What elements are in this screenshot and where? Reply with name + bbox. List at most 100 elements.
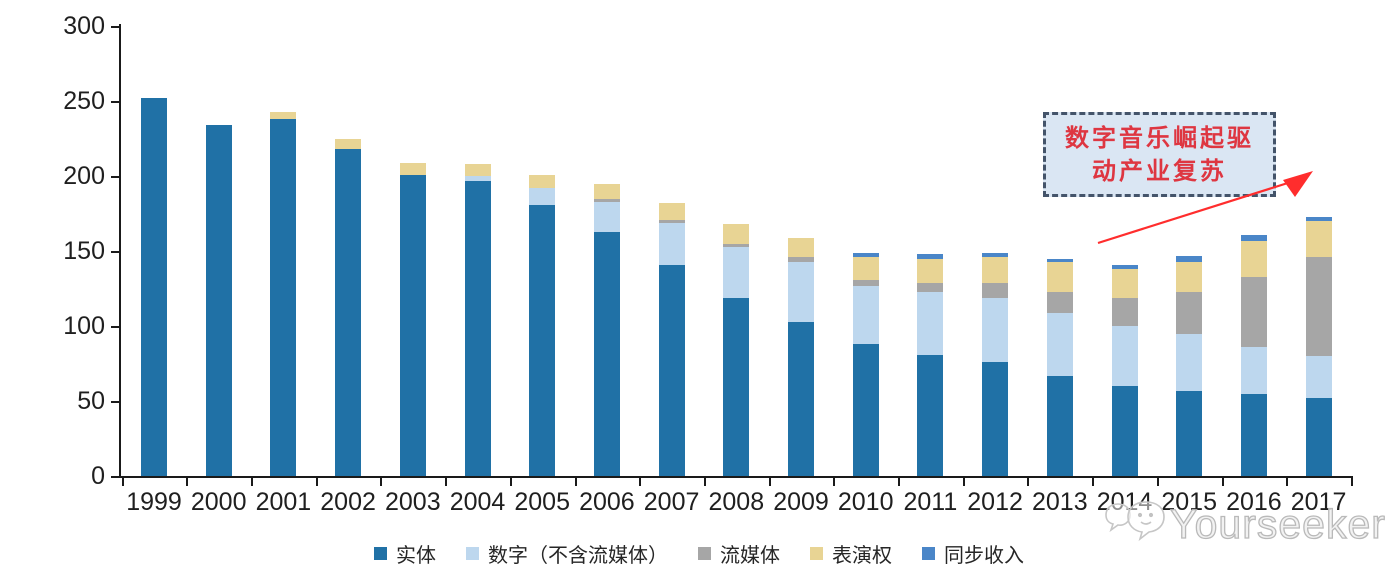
- x-tick: [1092, 478, 1095, 486]
- bar-segment-streaming: [1176, 291, 1203, 334]
- bar-segment-streaming: [788, 257, 814, 262]
- bar-segment-streaming: [917, 282, 944, 292]
- bar-segment-streaming: [852, 279, 879, 286]
- bar-segment-digital-excl-streaming: [593, 201, 620, 232]
- bar-segment-sync-revenue: [1111, 264, 1138, 269]
- y-tick-label: 200: [63, 161, 105, 190]
- legend-label-streaming: 流媒体: [720, 545, 780, 567]
- x-axis-line: [119, 476, 1353, 478]
- bar-segment-streaming: [658, 219, 685, 223]
- x-tick-label: 2016: [1226, 488, 1282, 516]
- bar-segment-physical: [529, 204, 556, 476]
- bar-segment-physical: [141, 98, 167, 476]
- y-tick: [111, 251, 119, 253]
- x-tick-label: 2000: [190, 488, 247, 516]
- legend-item-performance-rights: 表演权: [810, 539, 892, 568]
- x-tick-label: 2002: [320, 488, 376, 516]
- watermark-text: Yourseeker: [1169, 501, 1386, 547]
- bar-segment-physical: [593, 231, 620, 476]
- bar-segment-physical: [917, 354, 944, 476]
- x-tick-label: 2005: [514, 488, 570, 516]
- x-tick: [1286, 478, 1289, 486]
- bar-segment-streaming: [1046, 291, 1073, 313]
- y-tick-label: 250: [63, 86, 105, 115]
- bar-segment-performance-rights: [1111, 269, 1138, 298]
- x-tick: [833, 478, 836, 486]
- x-tick-label: 2012: [967, 488, 1023, 516]
- bar-segment-sync-revenue: [1305, 216, 1332, 221]
- x-tick-label: 2007: [643, 488, 700, 516]
- x-tick: [1221, 478, 1224, 486]
- bar-segment-streaming: [593, 198, 620, 202]
- bar-segment-digital-excl-streaming: [917, 291, 944, 355]
- x-tick-label: 2015: [1161, 488, 1217, 516]
- bar-segment-digital-excl-streaming: [1305, 356, 1332, 398]
- x-tick-label: 2017: [1290, 488, 1347, 516]
- bar-segment-sync-revenue: [852, 252, 879, 257]
- bar-segment-performance-rights: [335, 138, 362, 149]
- bar-segment-digital-excl-streaming: [529, 188, 556, 205]
- bar-segment-performance-rights: [1305, 221, 1332, 257]
- x-tick: [509, 478, 512, 486]
- bar-segment-physical: [982, 362, 1009, 476]
- legend-item-digital-excl-streaming: 数字（不含流媒体）: [466, 539, 668, 568]
- bar-segment-physical: [464, 180, 491, 476]
- y-tick-label: 0: [91, 461, 105, 490]
- bar-segment-physical: [1111, 386, 1138, 476]
- x-tick: [1027, 478, 1030, 486]
- x-tick: [574, 478, 577, 486]
- legend-swatch-performance-rights: [810, 547, 823, 560]
- bar-segment-digital-excl-streaming: [1046, 312, 1073, 376]
- bar-segment-physical: [335, 149, 362, 476]
- bar-segment-physical: [1305, 398, 1332, 476]
- bar-segment-performance-rights: [529, 174, 556, 188]
- y-tick: [111, 176, 119, 178]
- legend-swatch-streaming: [698, 547, 711, 560]
- bar-segment-performance-rights: [270, 111, 297, 119]
- x-tick: [768, 478, 771, 486]
- bar-segment-physical: [205, 125, 232, 476]
- y-tick-label: 50: [77, 386, 105, 415]
- bar-segment-digital-excl-streaming: [982, 297, 1009, 362]
- legend: 实体 数字（不含流媒体） 流媒体 表演权 同步收入: [0, 539, 1398, 568]
- bar-segment-performance-rights: [593, 183, 620, 199]
- bar-segment-sync-revenue: [917, 254, 944, 259]
- x-tick-label: 2013: [1031, 488, 1088, 516]
- x-tick-label: 2011: [903, 488, 958, 516]
- bar-segment-physical: [270, 119, 297, 476]
- x-tick-label: 2008: [708, 488, 765, 516]
- x-tick: [1156, 478, 1159, 486]
- x-tick: [315, 478, 318, 486]
- legend-item-physical: 实体: [374, 539, 436, 568]
- legend-swatch-sync-revenue: [922, 547, 935, 560]
- bar-segment-sync-revenue: [1176, 255, 1203, 262]
- bar-segment-sync-revenue: [982, 252, 1009, 257]
- bar-segment-digital-excl-streaming: [788, 261, 814, 322]
- bar-segment-performance-rights: [788, 237, 814, 257]
- bar-segment-physical: [852, 344, 879, 476]
- bar-segment-performance-rights: [982, 257, 1009, 283]
- bar-segment-sync-revenue: [1240, 234, 1267, 241]
- legend-label-physical: 实体: [396, 545, 436, 567]
- bar-segment-performance-rights: [464, 164, 491, 176]
- watermark: Yourseeker: [1104, 496, 1386, 548]
- bar-segment-physical: [399, 174, 426, 476]
- bar-segment-sync-revenue: [1046, 258, 1073, 262]
- x-tick-label: 2006: [579, 488, 635, 516]
- bar-segment-digital-excl-streaming: [852, 285, 879, 344]
- bar-segment-digital-excl-streaming: [464, 176, 491, 181]
- bar-segment-digital-excl-streaming: [1240, 347, 1267, 394]
- legend-label-performance-rights: 表演权: [832, 545, 892, 567]
- y-tick: [111, 401, 119, 403]
- bar-segment-performance-rights: [1046, 261, 1073, 292]
- legend-swatch-physical: [374, 547, 387, 560]
- bar-segment-digital-excl-streaming: [723, 246, 750, 298]
- bar-segment-digital-excl-streaming: [1176, 333, 1203, 391]
- bar-segment-performance-rights: [1176, 261, 1203, 292]
- bar-segment-physical: [723, 297, 750, 476]
- y-tick: [111, 26, 119, 28]
- bar-segment-physical: [1176, 390, 1203, 476]
- annotation-text-line1: 数字音乐崛起驱: [1065, 124, 1254, 153]
